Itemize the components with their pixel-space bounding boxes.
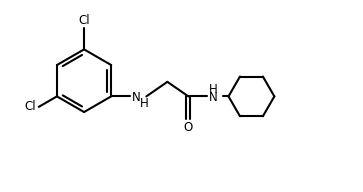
Text: N: N — [131, 91, 140, 104]
Text: O: O — [184, 121, 193, 134]
Text: N: N — [209, 91, 217, 104]
Text: Cl: Cl — [24, 100, 36, 113]
Text: H: H — [209, 83, 217, 96]
Text: Cl: Cl — [78, 14, 90, 27]
Text: H: H — [140, 97, 148, 110]
